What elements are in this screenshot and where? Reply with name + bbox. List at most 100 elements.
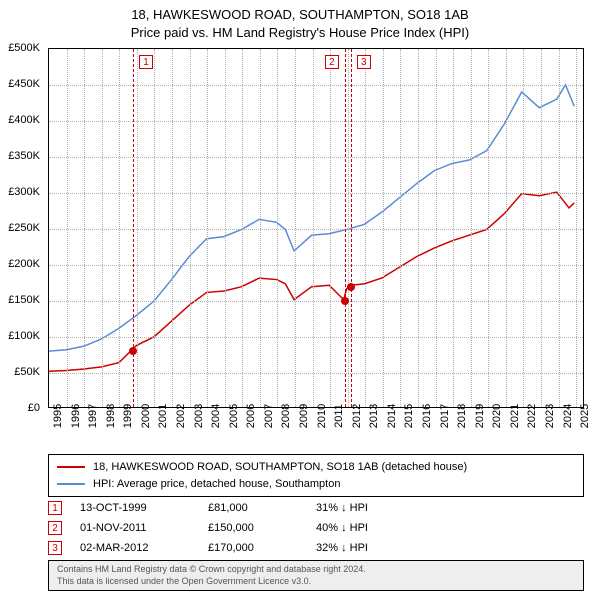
gridline-v [506, 49, 507, 407]
gridline-v [260, 49, 261, 407]
x-tick-label: 2015 [403, 404, 415, 428]
gridline-v [453, 49, 454, 407]
y-tick-label: £450K [8, 78, 40, 90]
x-tick-label: 2014 [386, 404, 398, 428]
title-line1: 18, HAWKESWOOD ROAD, SOUTHAMPTON, SO18 1… [0, 6, 600, 24]
gridline-h [49, 157, 583, 158]
x-tick-label: 1997 [87, 404, 99, 428]
event-marker-box: 3 [357, 55, 371, 69]
event-row: 113-OCT-1999£81,00031% ↓ HPI [48, 498, 584, 518]
gridline-v [154, 49, 155, 407]
legend-label: HPI: Average price, detached house, Sout… [93, 476, 340, 493]
legend-swatch [57, 483, 85, 485]
y-tick-label: £100K [8, 330, 40, 342]
gridline-h [49, 121, 583, 122]
event-row: 2 01-NOV-2011 £150,000 40% ↓ HPI [48, 518, 584, 538]
gridline-v [576, 49, 577, 407]
gridline-v [436, 49, 437, 407]
gridline-v [225, 49, 226, 407]
y-tick-label: £300K [8, 186, 40, 198]
event-vertical-line [351, 49, 352, 407]
gridline-v [400, 49, 401, 407]
event-diff: 40% ↓ HPI [316, 522, 426, 534]
x-tick-label: 2017 [439, 404, 451, 428]
footer-line2: This data is licensed under the Open Gov… [57, 576, 575, 588]
sale-point-marker [347, 283, 355, 291]
event-diff: 32% ↓ HPI [316, 542, 426, 554]
gridline-v [207, 49, 208, 407]
y-tick-label: £250K [8, 222, 40, 234]
y-tick-label: £200K [8, 258, 40, 270]
legend-row: 18, HAWKESWOOD ROAD, SOUTHAMPTON, SO18 1… [57, 459, 575, 476]
x-tick-label: 2024 [562, 404, 574, 428]
legend: 18, HAWKESWOOD ROAD, SOUTHAMPTON, SO18 1… [48, 454, 584, 497]
event-price: £170,000 [208, 542, 298, 554]
gridline-h [49, 373, 583, 374]
y-tick-label: £150K [8, 294, 40, 306]
legend-swatch [57, 466, 85, 468]
gridline-v [330, 49, 331, 407]
gridline-h [49, 301, 583, 302]
x-tick-label: 2021 [509, 404, 521, 428]
event-date: 13-OCT-1999 [80, 502, 190, 514]
event-marker-box: 1 [139, 55, 153, 69]
x-axis-labels: 1995199619971998199920002001200220032004… [48, 412, 584, 452]
x-tick-label: 2012 [351, 404, 363, 428]
event-price: £150,000 [208, 522, 298, 534]
y-tick-label: £400K [8, 114, 40, 126]
x-tick-label: 2005 [228, 404, 240, 428]
event-num-box: 1 [48, 501, 62, 515]
x-tick-label: 2018 [456, 404, 468, 428]
x-tick-label: 2003 [193, 404, 205, 428]
gridline-v [488, 49, 489, 407]
x-tick-label: 2023 [544, 404, 556, 428]
gridline-v [471, 49, 472, 407]
y-tick-label: £50K [14, 366, 40, 378]
gridline-v [295, 49, 296, 407]
gridline-v [559, 49, 560, 407]
gridline-v [119, 49, 120, 407]
gridline-v [102, 49, 103, 407]
x-tick-label: 2025 [579, 404, 591, 428]
gridline-v [365, 49, 366, 407]
gridline-v [313, 49, 314, 407]
event-vertical-line [345, 49, 346, 407]
title-block: 18, HAWKESWOOD ROAD, SOUTHAMPTON, SO18 1… [0, 0, 600, 42]
event-diff: 31% ↓ HPI [316, 502, 426, 514]
x-tick-label: 2010 [316, 404, 328, 428]
event-date: 01-NOV-2011 [80, 522, 190, 534]
x-tick-label: 1995 [52, 404, 64, 428]
x-tick-label: 1998 [105, 404, 117, 428]
x-tick-label: 2002 [175, 404, 187, 428]
y-tick-label: £350K [8, 150, 40, 162]
x-tick-label: 2011 [333, 404, 345, 428]
x-tick-label: 2008 [280, 404, 292, 428]
x-tick-label: 2000 [140, 404, 152, 428]
x-tick-label: 2001 [157, 404, 169, 428]
event-row: 302-MAR-2012£170,00032% ↓ HPI [48, 538, 584, 558]
x-tick-label: 1999 [122, 404, 134, 428]
events-table: 113-OCT-1999£81,00031% ↓ HPI201-NOV-2011… [48, 498, 584, 558]
x-tick-label: 2016 [421, 404, 433, 428]
gridline-h [49, 85, 583, 86]
gridline-h [49, 265, 583, 266]
gridline-v [418, 49, 419, 407]
legend-label: 18, HAWKESWOOD ROAD, SOUTHAMPTON, SO18 1… [93, 459, 467, 476]
event-num-box: 2 [48, 521, 62, 535]
x-tick-label: 2020 [491, 404, 503, 428]
footer-attribution: Contains HM Land Registry data © Crown c… [48, 560, 584, 591]
event-num-box: 3 [48, 541, 62, 555]
gridline-v [242, 49, 243, 407]
gridline-v [277, 49, 278, 407]
gridline-v [67, 49, 68, 407]
gridline-h [49, 337, 583, 338]
gridline-h [49, 193, 583, 194]
sale-point-marker [129, 347, 137, 355]
y-tick-label: £500K [8, 42, 40, 54]
event-marker-box: 2 [325, 55, 339, 69]
gridline-v [190, 49, 191, 407]
x-tick-label: 2013 [368, 404, 380, 428]
gridline-v [172, 49, 173, 407]
sale-point-marker [341, 297, 349, 305]
y-tick-label: £0 [28, 402, 40, 414]
